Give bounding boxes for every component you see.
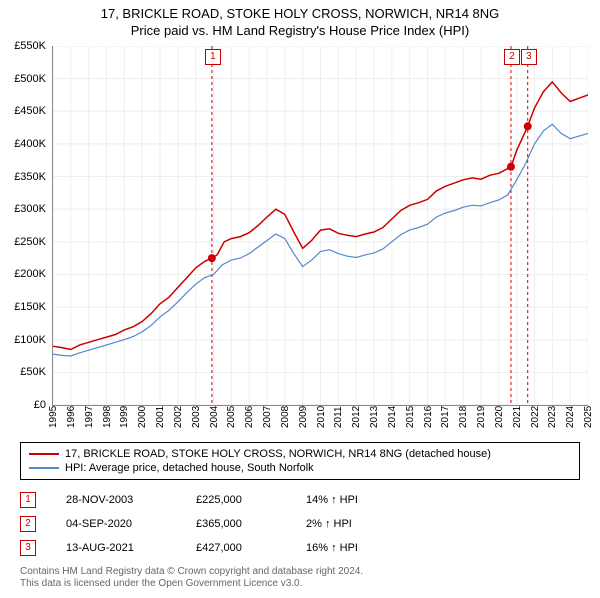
chart-event-marker: 1 (205, 49, 221, 65)
footer-line2: This data is licensed under the Open Gov… (20, 578, 580, 590)
legend-label-hpi: HPI: Average price, detached house, Sout… (65, 462, 314, 474)
x-tick-label: 2006 (244, 406, 255, 428)
event-delta: 16% ↑ HPI (306, 542, 396, 554)
y-tick-label: £350K (14, 171, 46, 183)
y-tick-label: £450K (14, 105, 46, 117)
y-tick-label: £250K (14, 236, 46, 248)
x-tick-label: 2021 (512, 406, 523, 428)
x-tick-label: 2015 (405, 406, 416, 428)
y-tick-label: £150K (14, 301, 46, 313)
title-block: 17, BRICKLE ROAD, STOKE HOLY CROSS, NORW… (0, 0, 600, 38)
y-tick-label: £550K (14, 40, 46, 52)
title-line1: 17, BRICKLE ROAD, STOKE HOLY CROSS, NORW… (0, 6, 600, 21)
event-row: 1 28-NOV-2003 £225,000 14% ↑ HPI (20, 488, 580, 512)
event-price: £225,000 (196, 494, 276, 506)
x-tick-label: 2003 (191, 406, 202, 428)
chart-plot-area: 1 23 (52, 46, 588, 406)
event-date: 04-SEP-2020 (66, 518, 166, 530)
y-tick-label: £100K (14, 334, 46, 346)
x-tick-label: 2011 (333, 406, 344, 428)
x-axis-labels: 1995199619971998199920002001200220032004… (52, 406, 588, 436)
x-tick-label: 1996 (66, 406, 77, 428)
x-tick-label: 2023 (547, 406, 558, 428)
x-tick-label: 2016 (423, 406, 434, 428)
x-tick-label: 2022 (530, 406, 541, 428)
chart-svg (53, 46, 588, 405)
legend-row: 17, BRICKLE ROAD, STOKE HOLY CROSS, NORW… (29, 447, 571, 461)
x-tick-label: 2025 (583, 406, 594, 428)
event-marker-1: 1 (20, 492, 36, 508)
x-tick-label: 2001 (155, 406, 166, 428)
chart-event-marker: 3 (521, 49, 537, 65)
y-tick-label: £300K (14, 203, 46, 215)
y-tick-label: £50K (20, 366, 46, 378)
event-price: £427,000 (196, 542, 276, 554)
legend-swatch-property (29, 453, 59, 455)
legend-row: HPI: Average price, detached house, Sout… (29, 461, 571, 475)
y-tick-label: £500K (14, 73, 46, 85)
x-tick-label: 2002 (173, 406, 184, 428)
x-tick-label: 2009 (298, 406, 309, 428)
event-row: 2 04-SEP-2020 £365,000 2% ↑ HPI (20, 512, 580, 536)
event-marker-2: 2 (20, 516, 36, 532)
x-tick-label: 2020 (494, 406, 505, 428)
x-tick-label: 1998 (102, 406, 113, 428)
footer-line1: Contains HM Land Registry data © Crown c… (20, 566, 580, 578)
footer: Contains HM Land Registry data © Crown c… (20, 566, 580, 590)
event-date: 13-AUG-2021 (66, 542, 166, 554)
x-tick-label: 2004 (209, 406, 220, 428)
chart-container: 17, BRICKLE ROAD, STOKE HOLY CROSS, NORW… (0, 0, 600, 590)
y-tick-label: £200K (14, 268, 46, 280)
chart-event-marker: 2 (504, 49, 520, 65)
x-tick-label: 1997 (84, 406, 95, 428)
title-line2: Price paid vs. HM Land Registry's House … (0, 23, 600, 38)
y-tick-label: £400K (14, 138, 46, 150)
x-tick-label: 2019 (476, 406, 487, 428)
y-tick-label: £0 (34, 399, 46, 411)
x-tick-label: 2013 (369, 406, 380, 428)
x-tick-label: 2010 (316, 406, 327, 428)
event-delta: 14% ↑ HPI (306, 494, 396, 506)
x-tick-label: 2017 (440, 406, 451, 428)
legend-swatch-hpi (29, 467, 59, 469)
y-axis-labels: £0£50K£100K£150K£200K£250K£300K£350K£400… (0, 46, 50, 406)
x-tick-label: 1999 (119, 406, 130, 428)
x-tick-label: 2005 (226, 406, 237, 428)
x-tick-label: 2018 (458, 406, 469, 428)
x-tick-label: 2008 (280, 406, 291, 428)
event-price: £365,000 (196, 518, 276, 530)
event-delta: 2% ↑ HPI (306, 518, 396, 530)
legend-label-property: 17, BRICKLE ROAD, STOKE HOLY CROSS, NORW… (65, 448, 491, 460)
x-tick-label: 1995 (48, 406, 59, 428)
event-row: 3 13-AUG-2021 £427,000 16% ↑ HPI (20, 536, 580, 560)
x-tick-label: 2024 (565, 406, 576, 428)
x-tick-label: 2014 (387, 406, 398, 428)
events-table: 1 28-NOV-2003 £225,000 14% ↑ HPI 2 04-SE… (20, 488, 580, 560)
x-tick-label: 2012 (351, 406, 362, 428)
x-tick-label: 2007 (262, 406, 273, 428)
event-date: 28-NOV-2003 (66, 494, 166, 506)
legend-box: 17, BRICKLE ROAD, STOKE HOLY CROSS, NORW… (20, 442, 580, 480)
event-marker-3: 3 (20, 540, 36, 556)
x-tick-label: 2000 (137, 406, 148, 428)
